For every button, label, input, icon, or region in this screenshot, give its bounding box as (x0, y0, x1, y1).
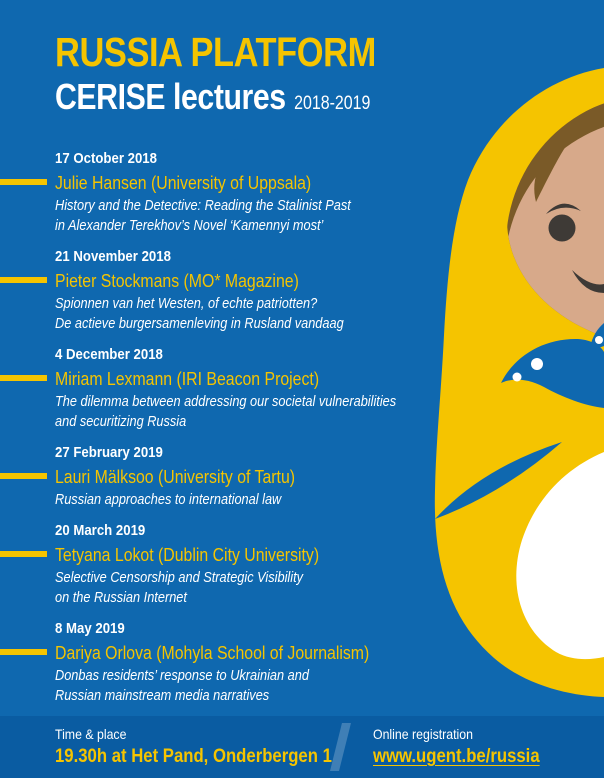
lecture-topic-line: Russian mainstream media narratives (55, 688, 270, 704)
season-label: 2018-2019 (294, 93, 371, 114)
lecture-topic-line: Russian approaches to international law (55, 492, 282, 508)
poster-header: RUSSIA PLATFORM CERISE lectures 2018-201… (55, 30, 437, 117)
entry-accent-dash (0, 649, 47, 655)
registration-link[interactable]: www.ugent.be/russia (373, 746, 540, 767)
matryoshka-illustration (434, 68, 604, 697)
lecture-date: 20 March 2019 (55, 522, 146, 539)
lecture-date: 21 November 2018 (55, 248, 171, 265)
lecture-date: 17 October 2018 (55, 150, 157, 167)
lecture-entry: 4 December 2018 Miriam Lexmann (IRI Beac… (0, 344, 455, 432)
lecture-topic-line: on the Russian Internet (55, 590, 187, 606)
entry-accent-dash (0, 473, 47, 479)
knot-highlight-dot (531, 358, 543, 370)
poster-title: RUSSIA PLATFORM (55, 29, 376, 75)
footer-bar: Time & place 19.30h at Het Pand, Onderbe… (0, 716, 604, 778)
lecture-date: 4 December 2018 (55, 346, 163, 363)
poster-subtitle-row: CERISE lectures 2018-2019 (55, 77, 376, 117)
lecture-speaker: Julie Hansen (University of Uppsala) (55, 173, 312, 193)
entry-accent-dash (0, 179, 47, 185)
lecture-topic-line: The dilemma between addressing our socie… (55, 394, 397, 410)
lecture-topic-line: De actieve burgersamenleving in Rusland … (55, 316, 344, 332)
lecture-entry: 17 October 2018 Julie Hansen (University… (0, 148, 455, 236)
lecture-speaker: Tetyana Lokot (Dublin City University) (55, 545, 320, 565)
entry-accent-dash (0, 551, 47, 557)
smile-shape (572, 270, 604, 293)
lecture-speaker: Lauri Mälksoo (University of Tartu) (55, 467, 296, 487)
lecture-entry: 21 November 2018 Pieter Stockmans (MO* M… (0, 246, 455, 334)
registration-label: Online registration (373, 726, 473, 742)
lecture-entry: 8 May 2019 Dariya Orlova (Mohyla School … (0, 618, 455, 706)
lecture-topic-line: in Alexander Terekhov’s Novel ‘Kamennyi … (55, 218, 324, 234)
lecture-date: 8 May 2019 (55, 620, 125, 637)
lecture-topic-line: Spionnen van het Westen, of echte patrio… (55, 296, 318, 312)
lecture-entry: 20 March 2019 Tetyana Lokot (Dublin City… (0, 520, 455, 608)
lecture-list: 17 October 2018 Julie Hansen (University… (0, 148, 455, 716)
time-place-block: Time & place 19.30h at Het Pand, Onderbe… (55, 724, 370, 770)
lecture-topic-line: Donbas residents’ response to Ukrainian … (55, 668, 309, 684)
lecture-entry: 27 February 2019 Lauri Mälksoo (Universi… (0, 442, 455, 510)
lecture-date: 27 February 2019 (55, 444, 163, 461)
eyebrow-shape (546, 203, 581, 214)
registration-block: Online registration www.ugent.be/russia (373, 724, 562, 770)
lecture-speaker: Dariya Orlova (Mohyla School of Journali… (55, 643, 370, 663)
lecture-topic-line: Selective Censorship and Strategic Visib… (55, 570, 304, 586)
doll-hair-swoop (534, 142, 566, 202)
knot-highlight-dot (512, 372, 522, 382)
entry-accent-dash (0, 375, 47, 381)
lecture-speaker: Pieter Stockmans (MO* Magazine) (55, 271, 299, 291)
scarf-knot-shape (501, 338, 604, 408)
arm-crease-shape (435, 442, 562, 519)
doll-belly-shape (516, 452, 604, 660)
entry-accent-dash (0, 277, 47, 283)
lecture-topic-line: and securitizing Russia (55, 414, 187, 430)
time-place-value: 19.30h at Het Pand, Onderbergen 1 (55, 746, 332, 767)
lecture-topic-line: History and the Detective: Reading the S… (55, 198, 351, 214)
poster-subtitle: CERISE lectures (55, 76, 286, 117)
eye-shape (548, 214, 576, 242)
time-place-label: Time & place (55, 726, 127, 742)
lecture-speaker: Miriam Lexmann (IRI Beacon Project) (55, 369, 320, 389)
knot-highlight-dot (595, 336, 603, 344)
